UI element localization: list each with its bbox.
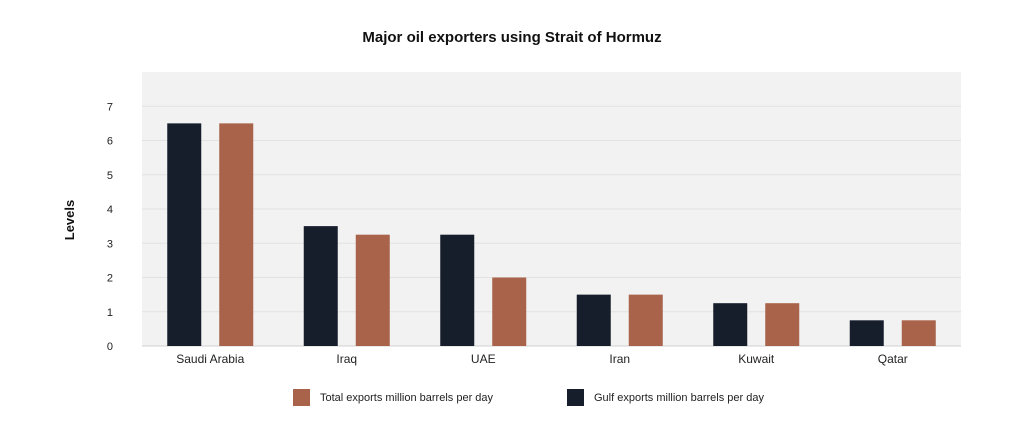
x-category-label: Iraq [336, 352, 357, 366]
chart-title: Major oil exporters using Strait of Horm… [362, 29, 661, 46]
y-tick-label: 4 [107, 204, 113, 216]
bar-gulf-iran [576, 294, 611, 346]
legend-entry-label: Total exports million barrels per day [320, 392, 494, 404]
y-tick-label: 2 [107, 273, 113, 285]
legend-swatch [567, 389, 584, 406]
x-axis-categories: Saudi Arabia Iraq UAE Iran Kuwait Qatar [176, 352, 908, 366]
bar-total-iraq [355, 234, 390, 346]
gridlines [142, 105, 961, 347]
bar-total-saudi-arabia [219, 123, 254, 346]
y-tick-label: 0 [107, 341, 113, 353]
bar-total-qatar [901, 320, 936, 346]
bar-total-uae [492, 277, 527, 346]
x-category-label: Qatar [878, 352, 908, 366]
x-category-label: Kuwait [738, 352, 775, 366]
y-axis-label: Levels [62, 200, 77, 240]
bar-gulf-kuwait [713, 303, 748, 346]
bar-gulf-saudi-arabia [167, 123, 202, 346]
y-tick-label: 5 [107, 170, 113, 182]
y-tick-label: 6 [107, 136, 113, 148]
y-axis-ticks: 0 1 2 3 4 5 6 7 [107, 101, 113, 353]
x-category-label: Iran [609, 352, 630, 366]
bar-gulf-iraq [303, 226, 338, 346]
bars [167, 123, 936, 346]
legend-swatch [293, 389, 310, 406]
bar-gulf-qatar [849, 320, 884, 346]
y-tick-label: 7 [107, 101, 113, 113]
x-category-label: Saudi Arabia [176, 352, 244, 366]
legend-entry-label: Gulf exports million barrels per day [594, 392, 764, 404]
y-tick-label: 3 [107, 238, 113, 250]
bar-total-kuwait [765, 303, 800, 346]
bar-gulf-uae [440, 234, 475, 346]
y-tick-label: 1 [107, 307, 113, 319]
bar-total-iran [628, 294, 663, 346]
x-category-label: UAE [471, 352, 496, 366]
legend: Total exports million barrels per day Gul… [293, 389, 764, 406]
